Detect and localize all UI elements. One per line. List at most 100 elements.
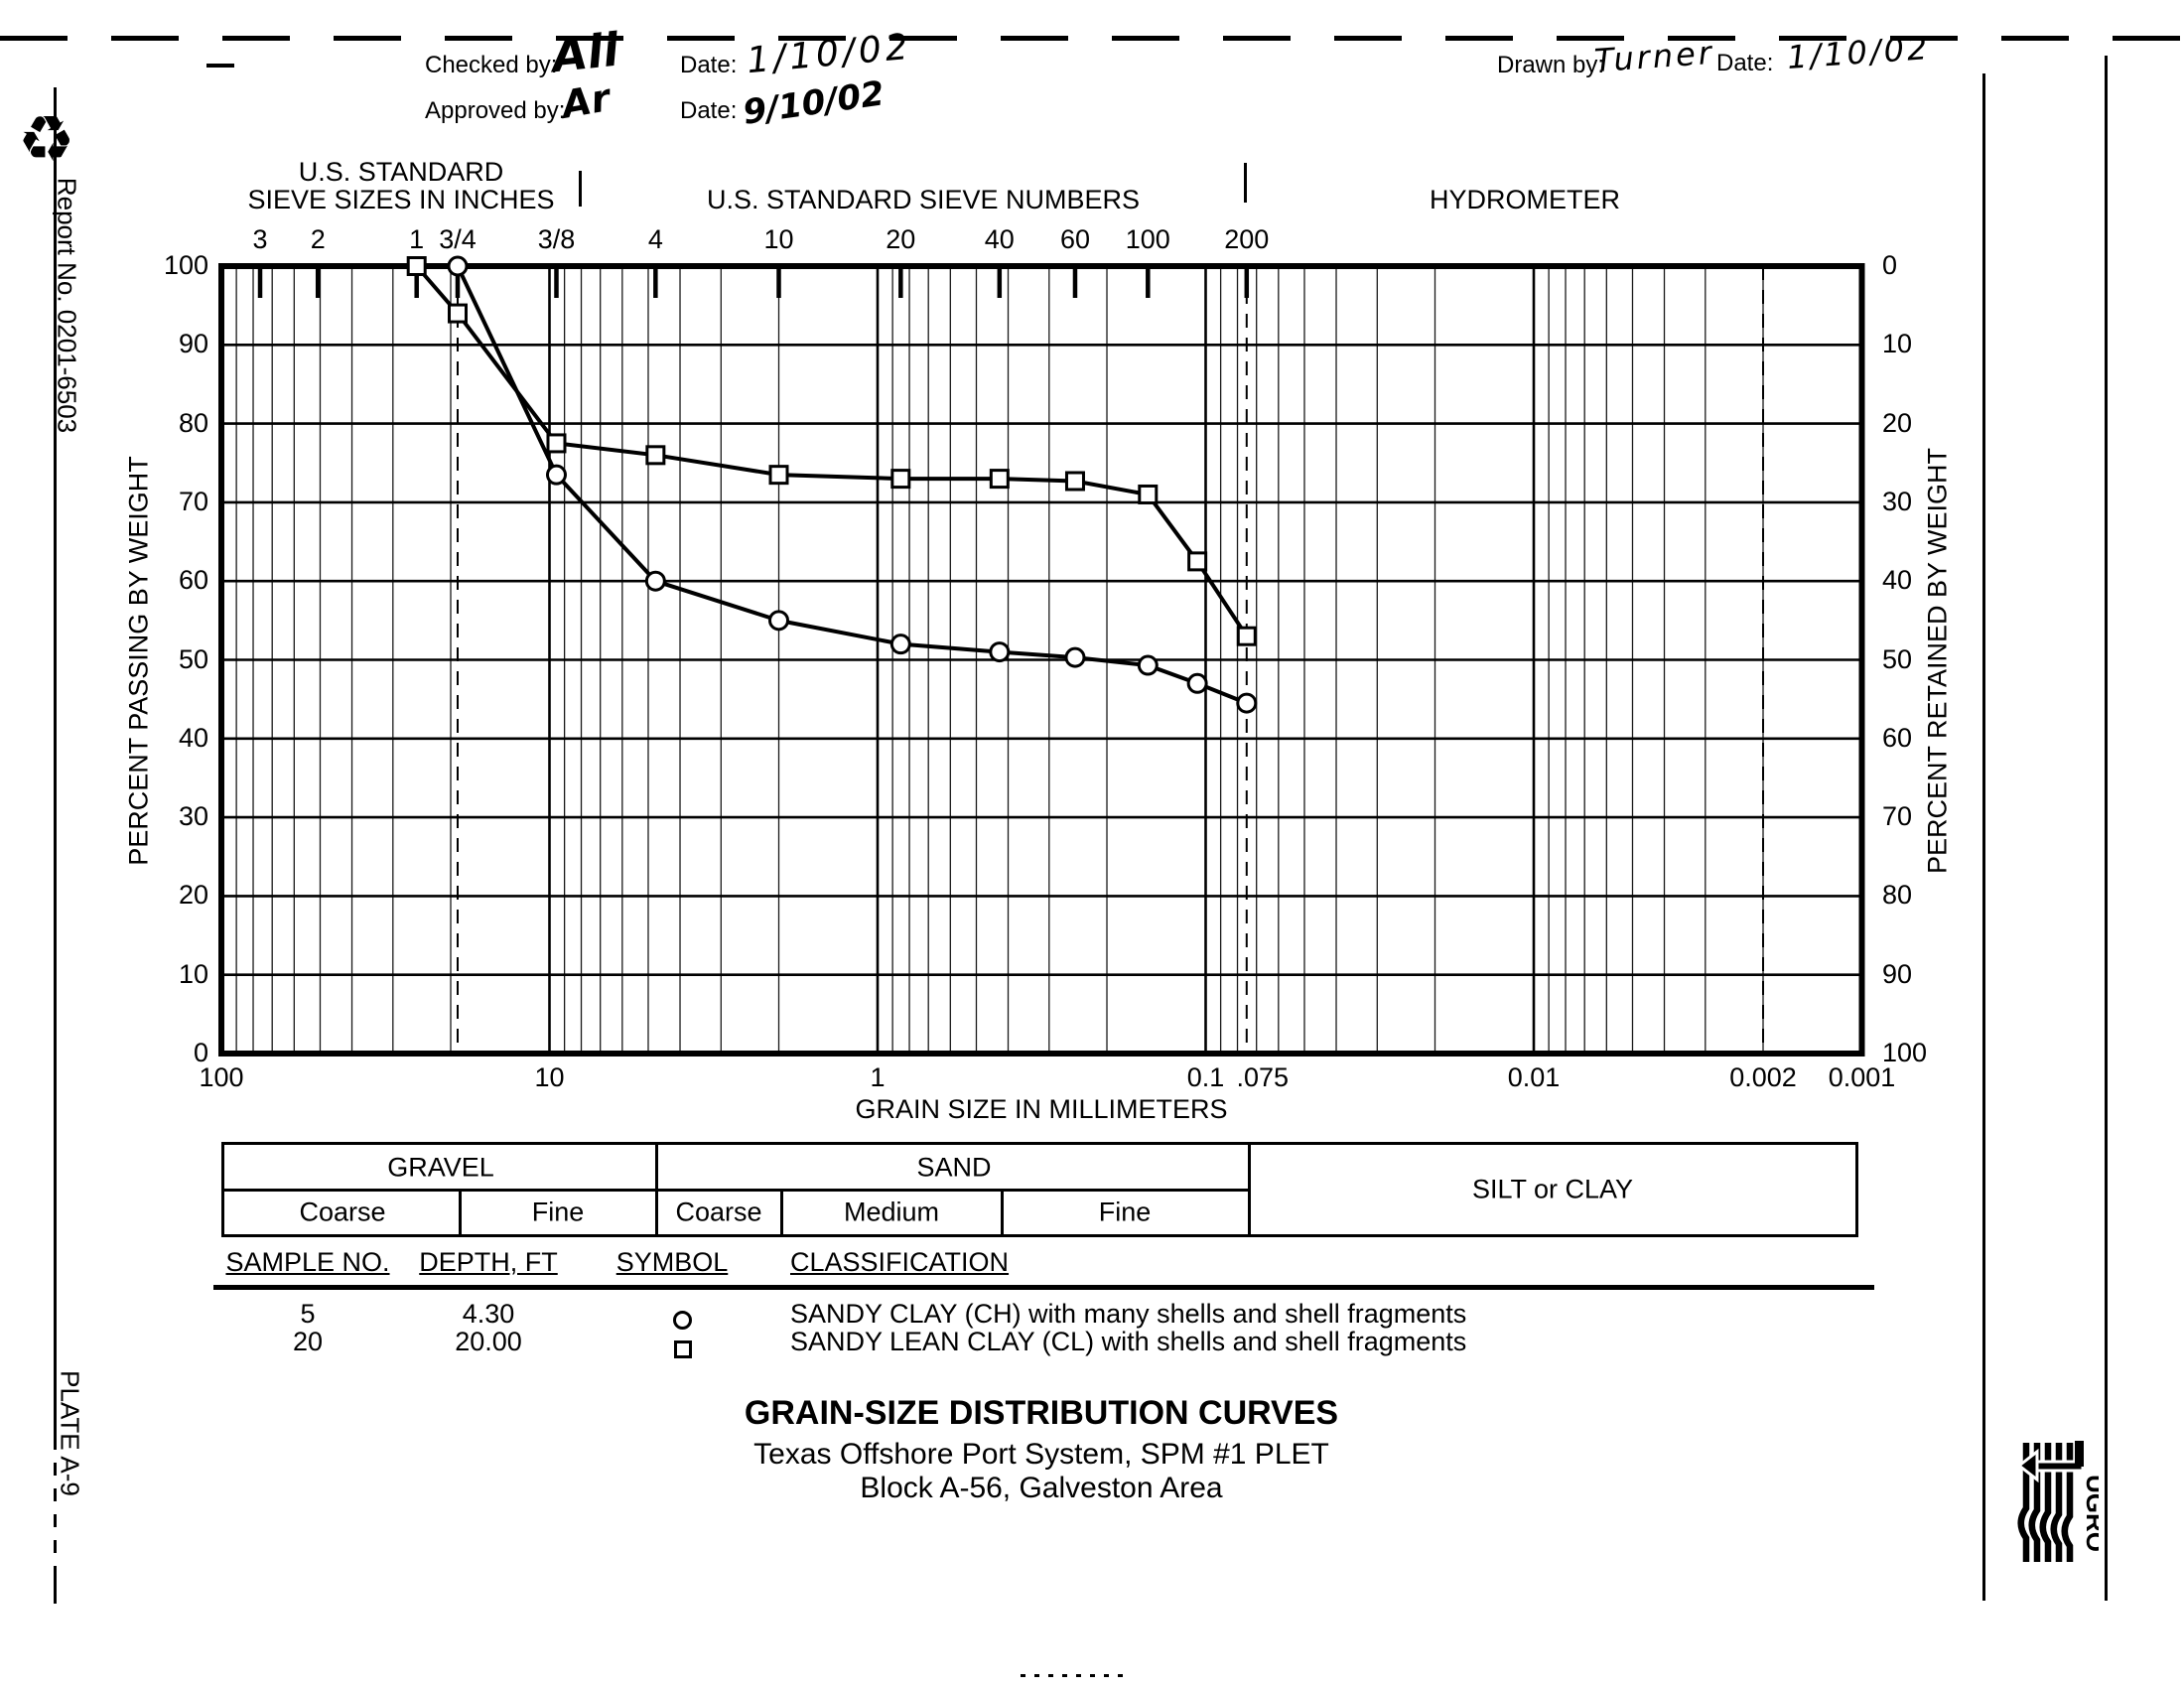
- gravel-coarse-label: Coarse: [299, 1197, 386, 1227]
- circle-marker-icon: [768, 610, 790, 632]
- passing-tick-label: 100: [163, 250, 208, 280]
- page-subtitle-1: Texas Offshore Port System, SPM #1 PLET: [753, 1438, 1329, 1471]
- passing-tick-label: 40: [178, 722, 208, 753]
- row1-sample-no: 5: [300, 1299, 316, 1329]
- retained-tick-label: 90: [1882, 958, 1913, 989]
- drawn-by-label: Drawn by:: [1497, 52, 1605, 78]
- square-marker-icon: [890, 469, 911, 490]
- passing-tick-label: 70: [178, 486, 208, 516]
- row1-symbol circle-marker-icon: [673, 1306, 692, 1337]
- retained-tick-label: 50: [1882, 643, 1913, 674]
- retained-tick-label: 40: [1882, 565, 1913, 596]
- gravel-fine-label: Fine: [531, 1197, 585, 1227]
- circle-marker-icon: [989, 641, 1011, 663]
- retained-tick-label: 10: [1882, 329, 1913, 359]
- chart-grid: [221, 266, 1862, 1054]
- page-subtitle-2: Block A-56, Galveston Area: [860, 1472, 1223, 1504]
- sieve-tick-label: 2: [310, 224, 326, 254]
- approved-date-label: Date:: [680, 97, 738, 124]
- header-separator-1: [579, 171, 582, 207]
- grain-size-tick-label: 10: [534, 1062, 565, 1092]
- approved-by-label: Approved by:: [425, 97, 566, 124]
- circle-marker-icon: [1137, 654, 1159, 676]
- bottom-dotted-artifact: [1021, 1674, 1132, 1677]
- left-border-line: [54, 87, 57, 1437]
- passing-tick-label: 10: [178, 958, 208, 989]
- checked-date-label: Date:: [680, 52, 738, 78]
- square-marker-icon: [546, 433, 567, 454]
- chart-border: [218, 263, 1865, 1057]
- passing-tick-label: 60: [178, 565, 208, 596]
- grain-size-tick-label: 0.001: [1828, 1062, 1896, 1092]
- sand-fine-label: Fine: [1098, 1197, 1152, 1227]
- grain-size-tick-label: .075: [1236, 1062, 1290, 1092]
- hydrometer-title: HYDROMETER: [1429, 185, 1621, 214]
- passing-tick-label: 30: [178, 801, 208, 832]
- passing-tick-label: 20: [178, 880, 208, 911]
- retained-tick-label: 60: [1882, 722, 1913, 753]
- passing-tick-label: 0: [193, 1038, 208, 1067]
- drawn-date-label: Date:: [1716, 50, 1774, 76]
- soil-classification-bar: GRAVEL SAND SILT or CLAY Coarse Fine Coa…: [221, 1142, 1858, 1237]
- col-header-classification: CLASSIFICATION: [790, 1247, 1010, 1277]
- row2-classification: SANDY LEAN CLAY (CL) with shells and she…: [790, 1327, 1467, 1356]
- bar-div-sand-coarse-medium: [780, 1189, 783, 1234]
- bar-row-divider: [224, 1189, 1250, 1192]
- retained-tick-label: 80: [1882, 880, 1913, 911]
- square-marker-icon: [989, 469, 1010, 490]
- dashed-guide-lines: [456, 266, 1765, 1054]
- square-marker-icon: [1236, 626, 1257, 646]
- sieve-tick-label: 100: [1125, 224, 1170, 254]
- sieve-tick-label: 200: [1224, 224, 1270, 254]
- square-marker-icon: [1187, 551, 1208, 572]
- grain-size-tick-label: 1: [870, 1062, 886, 1092]
- circle-marker-icon: [1064, 646, 1086, 668]
- curve-sample-20: [406, 256, 1257, 646]
- sand-medium-label: Medium: [843, 1197, 940, 1227]
- recycle-icon: ♻: [18, 103, 75, 175]
- bar-div-gravel-coarse-fine: [459, 1189, 462, 1234]
- row2-depth: 20.00: [455, 1327, 522, 1356]
- gravel-label: GRAVEL: [387, 1152, 494, 1183]
- retained-tick-label: 30: [1882, 486, 1913, 516]
- sand-coarse-label: Coarse: [675, 1197, 762, 1227]
- sieve-tick-label: 3: [252, 224, 268, 254]
- sieve-tick-label: 10: [763, 224, 794, 254]
- square-marker-icon: [768, 465, 789, 486]
- circle-marker-icon: [1236, 692, 1258, 714]
- logo-letters: UGRO: [2081, 1475, 2099, 1552]
- fugro-logo: UGRO: [2016, 1441, 2099, 1562]
- col-header-symbol: SYMBOL: [615, 1247, 729, 1277]
- stray-dash: [206, 64, 234, 68]
- sieve-tick-label: 1: [409, 224, 425, 254]
- left-border-line-bottom: [54, 1566, 57, 1604]
- col-header-depth: DEPTH, FT: [419, 1247, 558, 1277]
- passing-tick-label: 80: [178, 407, 208, 438]
- sand-label: SAND: [916, 1152, 992, 1183]
- grain-size-tick-label: 0.01: [1507, 1062, 1561, 1092]
- square-marker-icon: [1138, 484, 1159, 504]
- sieve-tick-label: 40: [984, 224, 1015, 254]
- checked-by-label: Checked by:: [425, 52, 558, 78]
- header-separator-2: [1244, 163, 1247, 203]
- square-marker-icon: [1064, 471, 1085, 492]
- grain-size-tick-label: 0.002: [1729, 1062, 1797, 1092]
- row2-symbol square-marker-icon: [674, 1335, 692, 1365]
- grain-size-tick-label: 0.1: [1186, 1062, 1225, 1092]
- curve-sample-5: [447, 255, 1258, 714]
- row1-classification: SANDY CLAY (CH) with many shells and she…: [790, 1299, 1467, 1329]
- sieve-inches-title-line2: SIEVE SIZES IN INCHES: [247, 185, 555, 214]
- retained-tick-label: 0: [1882, 250, 1898, 280]
- circle-marker-icon: [889, 634, 911, 655]
- circle-marker-icon: [644, 570, 666, 592]
- square-marker-icon: [645, 445, 666, 466]
- circle-marker-icon: [545, 464, 567, 486]
- retained-tick-label: 100: [1882, 1038, 1928, 1067]
- sieve-inches-title-line1: U.S. STANDARD: [298, 157, 504, 187]
- top-dashed-border: [0, 36, 2184, 41]
- grain-size-tick-label: 100: [199, 1062, 244, 1092]
- row1-depth: 4.30: [462, 1299, 515, 1329]
- square-marker-icon: [447, 303, 468, 324]
